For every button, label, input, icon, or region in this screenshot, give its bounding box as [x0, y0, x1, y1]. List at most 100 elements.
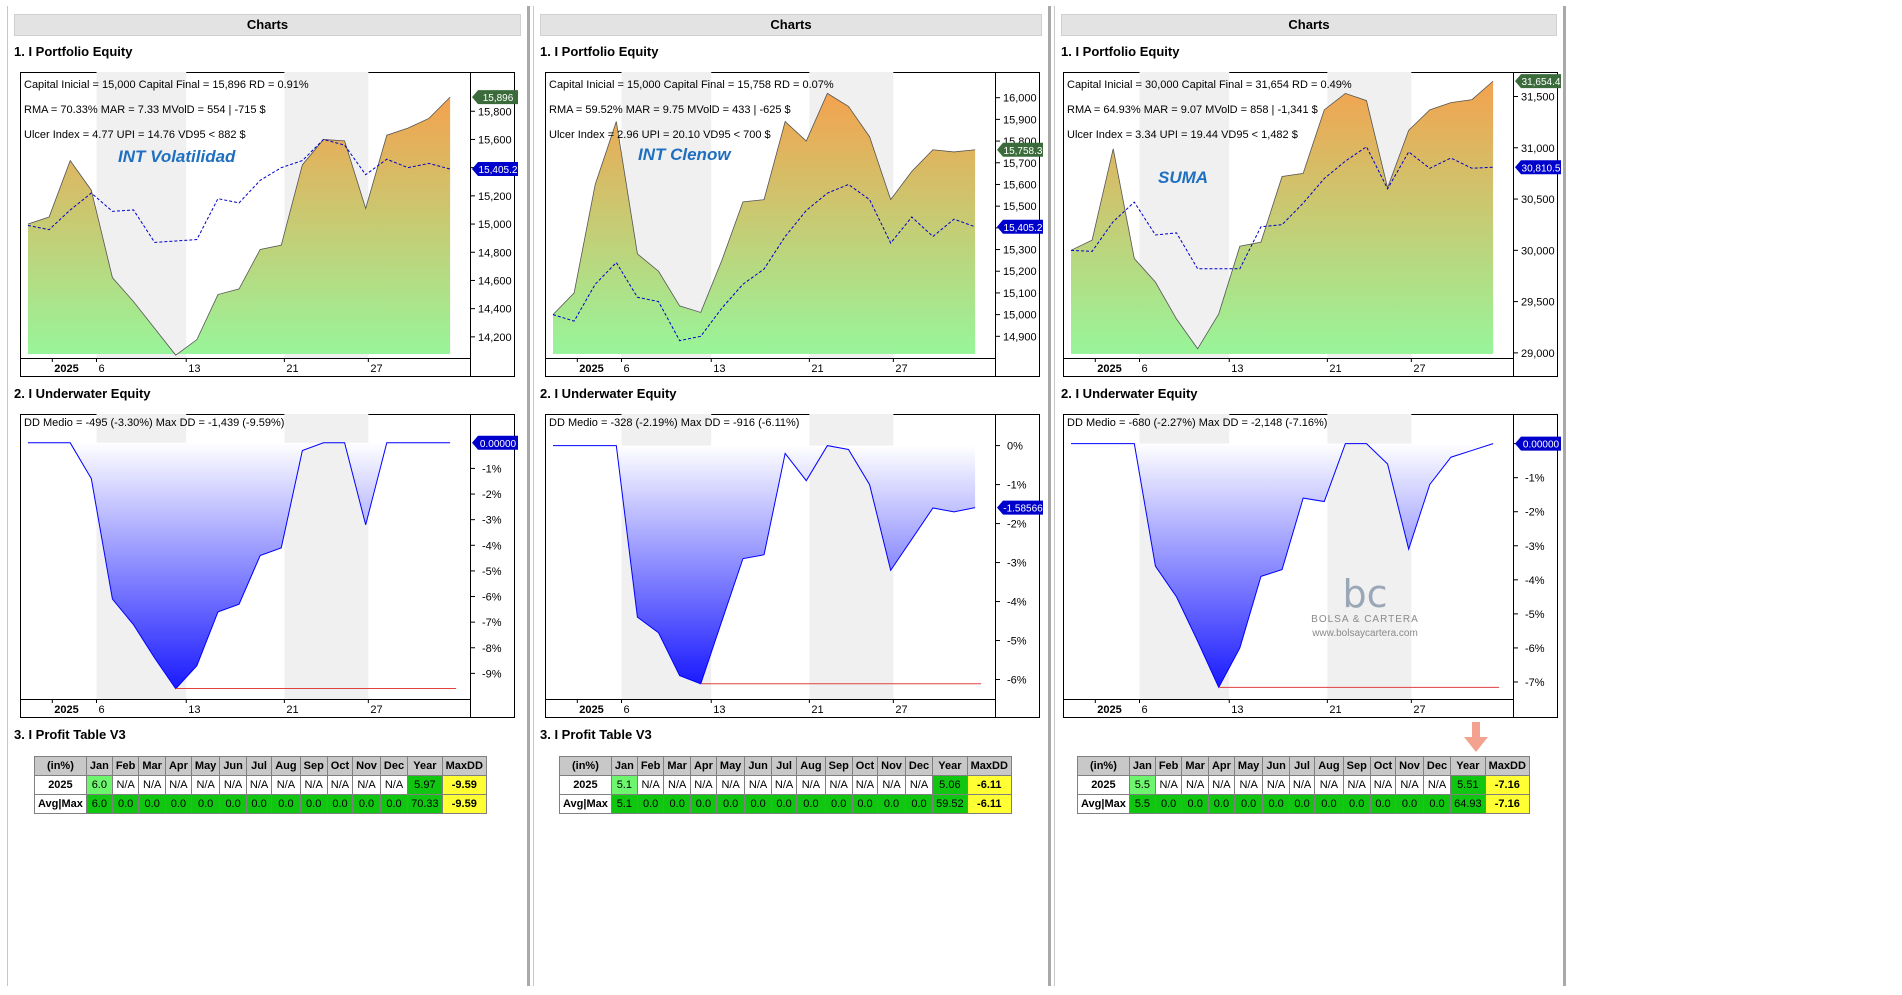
table-header-cell: Jul	[245, 756, 273, 776]
y-tick-label: -8%	[482, 643, 502, 655]
x-tick-label: 27	[370, 363, 382, 375]
y-tick-label: -2%	[1007, 519, 1027, 531]
x-tick-label: 6	[99, 704, 105, 716]
y-tick-label: -1%	[482, 463, 502, 475]
portfolio-equity-chart: 14,90015,00015,10015,20015,30015,40015,5…	[545, 72, 1043, 377]
y-tick-label: -2%	[1525, 507, 1545, 519]
table-header-cell: MaxDD	[441, 756, 487, 776]
table-cell: 5.1	[610, 775, 638, 795]
table-header-cell: Jun	[744, 756, 772, 776]
profit-table: (in%) Jan Feb Mar Apr May Jun Jul Aug Sep Oct Nov De…	[34, 756, 487, 814]
y-tick-label: 14,900	[1003, 331, 1037, 343]
equity-end-marker-label: 15,758.3	[1004, 146, 1043, 157]
table-cell: N/A	[1262, 775, 1290, 795]
table-cell: 0.0	[689, 794, 717, 814]
x-tick-label: 13	[713, 363, 725, 375]
table-cell: -7.16	[1484, 775, 1530, 795]
portfolio-equity-title: 1. I Portfolio Equity	[1061, 44, 1180, 59]
strategy-label: INT Clenow	[638, 145, 732, 164]
benchmark-line	[552, 183, 976, 342]
x-tick-label: 21	[286, 363, 298, 375]
table-cell: 0.0	[1207, 794, 1235, 814]
table-header-cell: Mar	[1181, 756, 1209, 776]
underwater-equity-chart: -1% -2% -3% -4% -5% -6% -7% -8% -9% 0.00000 DD Med…	[20, 414, 518, 718]
table-cell: 0.0	[877, 794, 906, 814]
y-tick-label: 16,000	[1003, 93, 1037, 105]
table-header-cell: Year	[407, 756, 443, 776]
table-header-cell: Feb	[111, 756, 140, 776]
table-header-cell: Feb	[1154, 756, 1183, 776]
table-cell: 6.0	[85, 775, 113, 795]
portfolio-equity-chart: 14,200 14,400 14,600 14,800 15,000 15,200 15,4…	[20, 72, 518, 377]
table-cell: 0.0	[1181, 794, 1209, 814]
panel-divider	[1563, 6, 1566, 986]
table-cell: 5.97	[407, 775, 443, 795]
bolsa-cartera-watermark: bc BOLSA & CARTERA www.bolsaycartera.com	[1285, 575, 1445, 639]
y-tick-label: 15,500	[1003, 201, 1037, 213]
table-header-row: (in%) Jan Feb Mar Apr May Jun Jul Aug Sep Oct Nov De…	[34, 756, 487, 776]
underwater-line	[553, 445, 976, 685]
portfolio-equity-title: 1. I Portfolio Equity	[14, 44, 133, 59]
y-tick-label: -6%	[1007, 675, 1027, 687]
y-tick-label: 14,200	[478, 332, 512, 344]
x-tick-label: 2025	[1097, 704, 1121, 716]
equity-stats-line: Capital Inicial = 30,000 Capital Final =…	[1067, 79, 1352, 91]
table-cell: 0.0	[636, 794, 665, 814]
table-cell: Avg|Max	[1077, 794, 1130, 814]
profit-table: (in%) Jan Feb Mar Apr May Jun Jul Aug Sep Oct Nov De…	[1077, 756, 1530, 814]
portfolio-equity-title: 1. I Portfolio Equity	[540, 44, 659, 59]
x-tick-label: 13	[713, 704, 725, 716]
table-cell: 0.0	[245, 794, 273, 814]
table-cell: N/A	[1207, 775, 1235, 795]
table-cell: N/A	[379, 775, 409, 795]
y-tick-label: -3%	[1525, 541, 1545, 553]
table-cell: N/A	[904, 775, 934, 795]
table-cell: 5.51	[1450, 775, 1486, 795]
table-row: Avg|Max 6.0 0.0 0.0 0.0 0.0 0.0 0.0 0.0 0.0 0.0 0.0…	[34, 794, 487, 814]
equity-stats-line: RMA = 64.93% MAR = 9.07 MVolD = 858 | -1…	[1067, 104, 1318, 116]
benchmark-end-marker	[997, 219, 1043, 234]
x-tick-label: 21	[1329, 704, 1341, 716]
table-header-cell: Aug	[796, 756, 826, 776]
table-header-cell: Apr	[689, 756, 717, 776]
table-cell: N/A	[164, 775, 192, 795]
table-cell: N/A	[271, 775, 301, 795]
x-tick-label: 2025	[579, 704, 603, 716]
table-cell: 0.0	[326, 794, 354, 814]
table-cell: N/A	[352, 775, 381, 795]
table-header-cell: MaxDD	[966, 756, 1012, 776]
table-cell: 0.0	[770, 794, 798, 814]
table-row: 2025 5.5 N/A N/A N/A N/A N/A N/A N/A N/A N/A N/A N/A…	[1077, 775, 1530, 795]
equity-area	[1071, 81, 1494, 355]
benchmark-end-marker	[472, 162, 518, 177]
y-tick-label: 29,500	[1521, 297, 1555, 309]
y-tick-label: -4%	[1007, 597, 1027, 609]
table-cell: 59.52	[932, 794, 968, 814]
equity-end-marker	[997, 142, 1043, 157]
table-cell: 5.1	[610, 794, 638, 814]
y-tick-label: 15,300	[1003, 245, 1037, 257]
equity-stats-line: RMA = 59.52% MAR = 9.75 MVolD = 433 | -6…	[549, 104, 791, 116]
underwater-equity-title: 2. I Underwater Equity	[14, 386, 151, 401]
table-header-row: (in%) Jan Feb Mar Apr May Jun Jul Aug Sep Oct Nov De…	[559, 756, 1012, 776]
table-cell: 0.0	[1395, 794, 1424, 814]
y-tick-label: 14,600	[478, 275, 512, 287]
table-cell: 0.0	[796, 794, 826, 814]
table-cell: 0.0	[111, 794, 140, 814]
table-cell: N/A	[1422, 775, 1452, 795]
x-tick-label: 2025	[1097, 363, 1121, 375]
table-header-cell: (in%)	[1077, 756, 1130, 776]
x-tick-label: 2025	[579, 363, 603, 375]
underwater-equity-chart: 0% -1% -2% -3% -4% -5% -6% -1.58566 DD Medio = -…	[545, 414, 1043, 718]
table-header-cell: Sep	[1342, 756, 1371, 776]
y-tick-label: -3%	[482, 515, 502, 527]
table-header-cell: Nov	[352, 756, 381, 776]
table-cell: N/A	[715, 775, 746, 795]
equity-stats-line: Ulcer Index = 4.77 UPI = 14.76 VD95 < 88…	[24, 129, 246, 141]
x-tick-label: 6	[99, 363, 105, 375]
table-cell: 6.0	[85, 794, 113, 814]
y-tick-label: 30,500	[1521, 194, 1555, 206]
table-cell: N/A	[851, 775, 879, 795]
table-header-cell: Oct	[326, 756, 354, 776]
